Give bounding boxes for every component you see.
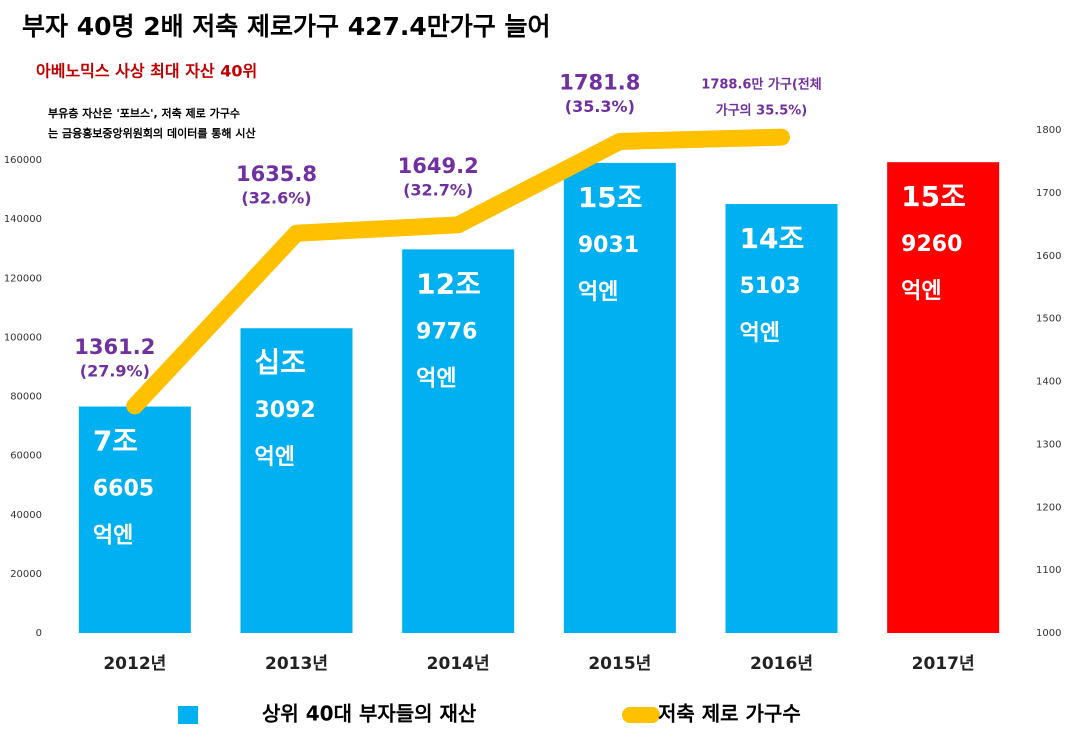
bar-value-label: 9031 bbox=[578, 233, 639, 258]
bar-value-label: 12조 bbox=[416, 267, 481, 300]
bar-value-label: 억엔 bbox=[255, 445, 295, 470]
y-tick-label: 40000 bbox=[10, 510, 42, 521]
bar-value-label: 십조 bbox=[255, 346, 307, 379]
y2-tick-label: 1600 bbox=[1036, 251, 1061, 262]
bar-value-label: 억엔 bbox=[416, 366, 456, 391]
x-tick-label: 2014년 bbox=[427, 654, 490, 674]
line-value-label: 1635.8 bbox=[236, 162, 317, 186]
y2-tick-label: 1000 bbox=[1036, 628, 1061, 639]
y2-tick-label: 1100 bbox=[1036, 565, 1061, 576]
bar-value-label: 15조 bbox=[901, 180, 966, 213]
bar-value-label: 7조 bbox=[93, 425, 138, 458]
bar bbox=[78, 406, 191, 633]
x-tick-label: 2013년 bbox=[265, 654, 328, 674]
line-value-label: 가구의 35.5%) bbox=[716, 103, 807, 119]
y-tick-label: 0 bbox=[36, 628, 42, 639]
line-value-label: 1649.2 bbox=[398, 154, 479, 178]
line-value-label: 1788.6만 가구(전체 bbox=[701, 77, 821, 93]
bar-value-label: 6605 bbox=[93, 477, 154, 502]
line bbox=[126, 128, 790, 415]
legend-swatch bbox=[178, 706, 198, 724]
y2-tick-label: 1500 bbox=[1036, 314, 1061, 325]
bar bbox=[402, 249, 515, 633]
y2-tick-label: 1200 bbox=[1036, 502, 1061, 513]
y-tick-label: 20000 bbox=[10, 569, 42, 580]
bar bbox=[563, 162, 676, 633]
y2-tick-label: 1800 bbox=[1036, 125, 1061, 136]
y-tick-label: 80000 bbox=[10, 392, 42, 403]
y2-tick-label: 1700 bbox=[1036, 188, 1061, 199]
note: 는 금융홍보중앙위원회의 데이터를 통해 시산 bbox=[48, 126, 256, 140]
bar-value-label: 억엔 bbox=[901, 279, 941, 304]
bar bbox=[887, 162, 1000, 633]
chart-subtitle: 아베노믹스 사상 최대 자산 40위 bbox=[36, 62, 257, 81]
y2-tick-label: 1400 bbox=[1036, 377, 1061, 388]
note: 부유층 자산은 '포브스', 저축 제로 가구수 bbox=[48, 106, 240, 120]
bar bbox=[725, 204, 838, 634]
legend-label: 상위 40대 부자들의 재산 bbox=[262, 702, 477, 726]
line-value-label: 1361.2 bbox=[74, 335, 155, 359]
x-tick-label: 2012년 bbox=[103, 654, 166, 674]
bar-value-label: 9776 bbox=[416, 319, 477, 344]
bar-value-label: 5103 bbox=[740, 274, 801, 299]
bar bbox=[240, 328, 353, 633]
bar-value-label: 억엔 bbox=[93, 524, 133, 549]
y-tick-label: 140000 bbox=[4, 214, 42, 225]
x-tick-label: 2016년 bbox=[750, 654, 813, 674]
bar-value-label: 억엔 bbox=[578, 280, 618, 305]
legend-label: 저축 제로 가구수 bbox=[658, 702, 801, 726]
line-value-label: (35.3%) bbox=[565, 97, 635, 116]
bar-value-label: 3092 bbox=[255, 398, 316, 423]
bar-value-label: 억엔 bbox=[740, 321, 780, 346]
line-value-label: (27.9%) bbox=[80, 361, 150, 380]
y-tick-label: 120000 bbox=[4, 273, 42, 284]
bar-value-label: 14조 bbox=[740, 222, 805, 255]
x-tick-label: 2017년 bbox=[912, 654, 975, 674]
y2-tick-label: 1300 bbox=[1036, 439, 1061, 450]
line-value-label: 1781.8 bbox=[559, 70, 640, 94]
y-tick-label: 100000 bbox=[4, 332, 42, 343]
bar-value-label: 9260 bbox=[901, 232, 962, 257]
y-tick-label: 160000 bbox=[4, 155, 42, 166]
chart-title: 부자 40명 2배 저축 제로가구 427.4만가구 늘어 bbox=[22, 12, 551, 41]
line-value-label: (32.6%) bbox=[241, 189, 311, 208]
line-value-label: (32.7%) bbox=[403, 180, 473, 199]
bar-value-label: 15조 bbox=[578, 181, 643, 214]
x-tick-label: 2015년 bbox=[588, 654, 651, 674]
y-tick-label: 60000 bbox=[10, 451, 42, 462]
